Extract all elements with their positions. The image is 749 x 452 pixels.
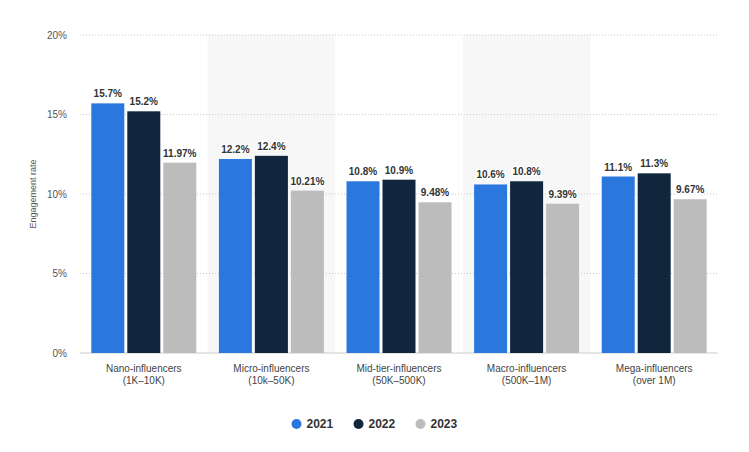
data-label: 12.2% xyxy=(221,144,249,155)
data-label: 10.8% xyxy=(512,166,540,177)
bar xyxy=(347,181,380,353)
bar xyxy=(674,199,707,353)
data-label: 9.67% xyxy=(676,184,704,195)
data-label: 9.39% xyxy=(548,189,576,200)
data-label: 9.48% xyxy=(421,187,449,198)
y-tick-label: 15% xyxy=(47,109,67,120)
y-tick-label: 10% xyxy=(47,189,67,200)
x-tick-label-line: Mega-influencers xyxy=(616,363,693,374)
x-tick-label-line: Mid-tier-influencers xyxy=(356,363,441,374)
chart: 0% 5% 10% 15% 20% Engagement rate 15.7% 12.2% 10… xyxy=(0,0,749,452)
x-tick-label-line: (50K–500K) xyxy=(372,375,425,386)
bar xyxy=(419,202,452,353)
bar xyxy=(546,204,579,353)
y-axis-label: Engagement rate xyxy=(28,159,38,228)
category-band xyxy=(463,35,591,353)
x-tick-label-line: (over 1M) xyxy=(633,375,676,386)
data-label: 11.97% xyxy=(163,148,196,159)
data-label: 15.7% xyxy=(94,88,122,99)
legend-label: 2022 xyxy=(369,417,396,431)
y-tick-label: 20% xyxy=(47,30,67,41)
x-tick-label-line: Macro-influencers xyxy=(487,363,566,374)
data-label: 15.2% xyxy=(130,96,158,107)
grid-line xyxy=(80,114,718,115)
bar xyxy=(383,180,416,353)
x-tick-label-line: Nano-influencers xyxy=(106,363,182,374)
bar xyxy=(510,181,543,353)
bar xyxy=(291,191,324,353)
x-tick-label: Nano-influencers(1K–10K) xyxy=(106,363,182,386)
legend-label: 2021 xyxy=(307,417,334,431)
legend-marker xyxy=(292,419,302,429)
bar xyxy=(638,173,671,353)
x-tick-label-line: (500K–1M) xyxy=(502,375,551,386)
bar xyxy=(163,163,196,353)
x-tick-label-line: Micro-influencers xyxy=(233,363,309,374)
x-tick-label-line: (10k–50K) xyxy=(248,375,294,386)
bar xyxy=(602,177,635,353)
x-tick-label: Macro-influencers(500K–1M) xyxy=(487,363,566,386)
bar xyxy=(127,111,160,353)
data-label: 10.9% xyxy=(385,165,413,176)
bar xyxy=(474,184,507,353)
data-label: 10.8% xyxy=(349,166,377,177)
bar xyxy=(255,156,288,353)
data-label: 10.6% xyxy=(476,169,504,180)
bars xyxy=(91,103,706,353)
legend-marker xyxy=(416,419,426,429)
data-labels: 15.7% 12.2% 10.8% 10.6% 11.1% 15.2% 12.4% 10.9%… xyxy=(94,88,705,199)
data-label: 12.4% xyxy=(257,141,285,152)
category-band xyxy=(208,35,336,353)
data-label: 11.3% xyxy=(640,158,668,169)
bar xyxy=(219,159,252,353)
grid-line xyxy=(80,35,718,36)
bar xyxy=(91,103,124,353)
y-tick-label: 0% xyxy=(53,348,68,359)
legend-label: 2023 xyxy=(431,417,458,431)
legend-marker xyxy=(354,419,364,429)
y-tick-label: 5% xyxy=(53,268,68,279)
x-tick-label: Mid-tier-influencers(50K–500K) xyxy=(356,363,441,386)
data-label: 10.21% xyxy=(290,176,324,187)
legend: 2021 2022 2023 xyxy=(292,417,458,431)
data-label: 11.1% xyxy=(604,162,632,173)
x-tick-label: Mega-influencers(over 1M) xyxy=(616,363,693,386)
x-tick-label-line: (1K–10K) xyxy=(123,375,165,386)
x-tick-label: Micro-influencers(10k–50K) xyxy=(233,363,309,386)
